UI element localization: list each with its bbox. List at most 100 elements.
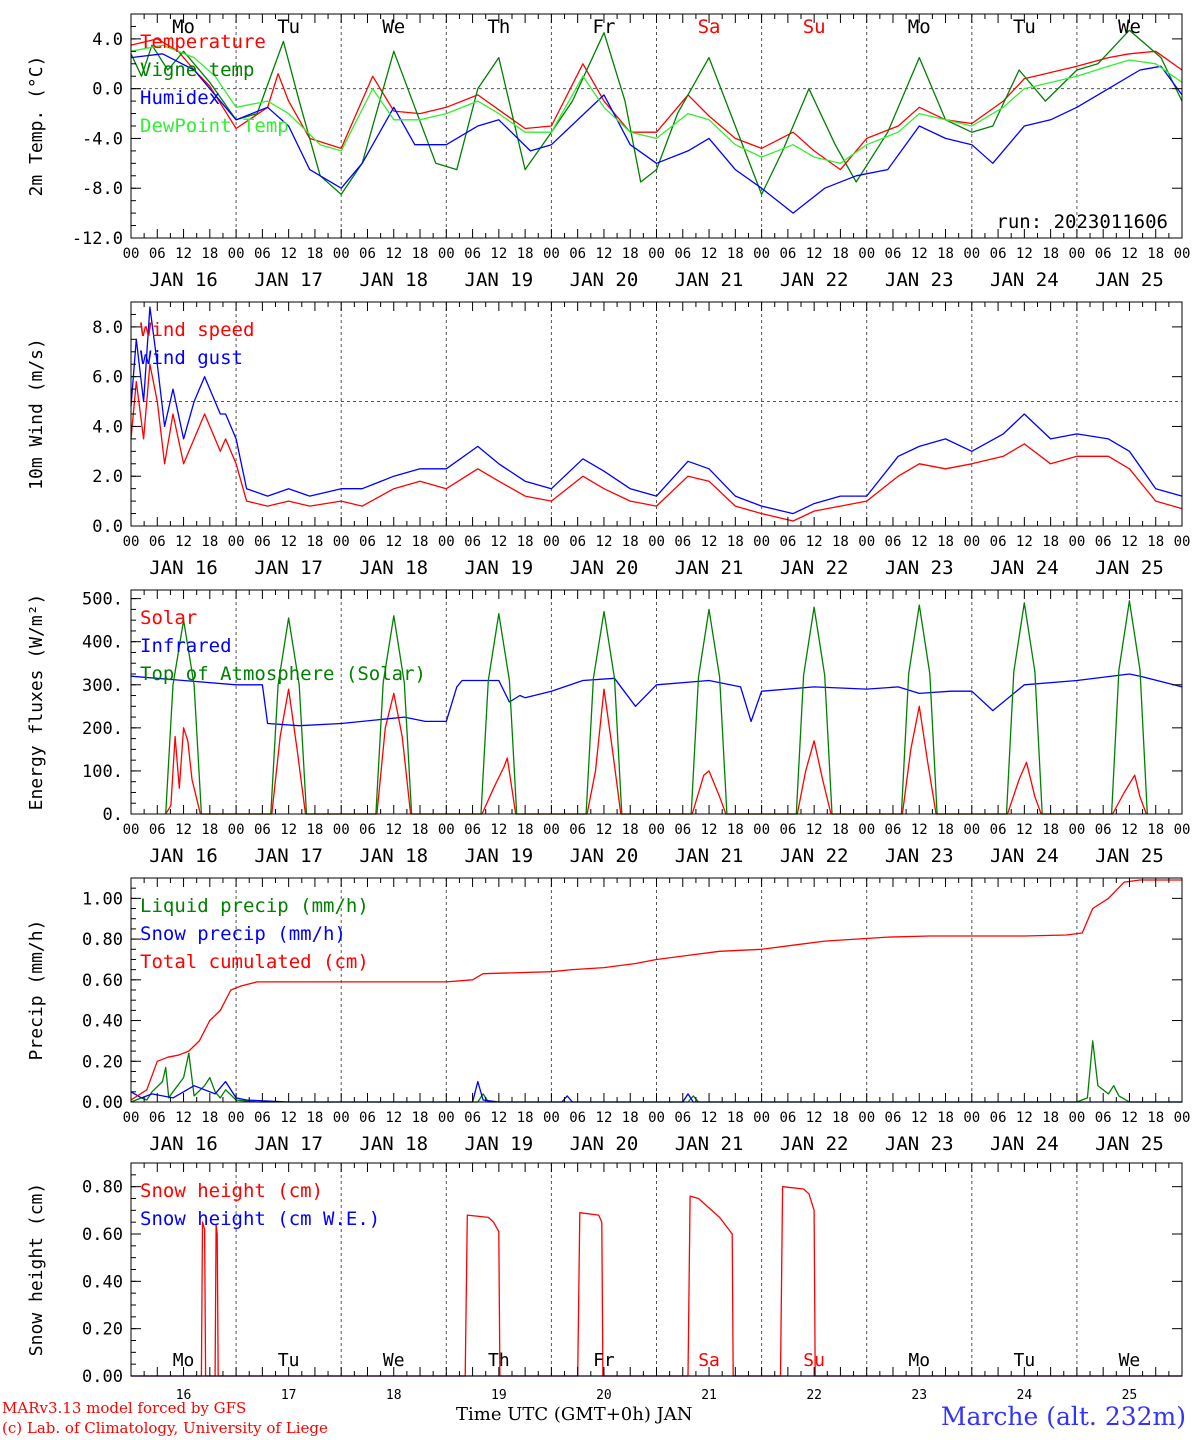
hour-tick-label: 12 [806, 534, 823, 550]
y-axis-label: Precip (mm/h) [26, 920, 47, 1061]
y-axis-label: Snow height (cm) [26, 1183, 47, 1356]
hour-tick-label: 18 [306, 1110, 323, 1126]
hour-tick-label: 18 [412, 534, 429, 550]
hour-tick-label: 06 [779, 822, 796, 838]
y-tick-label: 0.40 [82, 1012, 123, 1032]
hour-tick-label: 00 [753, 246, 770, 262]
hour-tick-label: 12 [1016, 1110, 1033, 1126]
legend-entry: Vigne temp [140, 59, 254, 81]
hour-tick-label: 12 [175, 246, 192, 262]
weekday-label-bottom: Sa [698, 1350, 720, 1371]
y-tick-label: 0.80 [82, 1178, 123, 1198]
weekday-label: Tu [277, 16, 300, 38]
hour-tick-label: 00 [123, 534, 140, 550]
hour-tick-label: 06 [1095, 822, 1112, 838]
hour-tick-label: 06 [885, 246, 902, 262]
day-number-label: 24 [1017, 1388, 1033, 1403]
hour-tick-label: 18 [832, 822, 849, 838]
run-label: run: 2023011606 [996, 211, 1168, 233]
hour-tick-label: 00 [858, 246, 875, 262]
hour-tick-label: 18 [1147, 822, 1164, 838]
date-label: JAN 24 [990, 845, 1059, 867]
hour-tick-label: 12 [490, 246, 507, 262]
date-label: JAN 19 [465, 1133, 534, 1155]
y-tick-label: 500. [82, 590, 123, 610]
day-number-label: 16 [176, 1388, 192, 1403]
hour-tick-label: 12 [490, 822, 507, 838]
hour-tick-label: 00 [1068, 1110, 1085, 1126]
weekday-label: Fr [593, 16, 616, 38]
y-axis-label: Energy fluxes (W/m²) [26, 594, 47, 811]
legend-entry: Humidex [140, 87, 220, 109]
date-label: JAN 25 [1095, 845, 1164, 867]
legend-entry: Wind gust [140, 347, 243, 369]
date-label: JAN 22 [780, 845, 849, 867]
hour-tick-label: 06 [359, 534, 376, 550]
hour-tick-label: 00 [228, 534, 245, 550]
hour-tick-label: 12 [806, 1110, 823, 1126]
hour-tick-label: 06 [885, 822, 902, 838]
hour-tick-label: 06 [569, 822, 586, 838]
hour-tick-label: 00 [543, 1110, 560, 1126]
series-line-temperature [130, 38, 1183, 171]
hour-tick-label: 00 [438, 534, 455, 550]
y-tick-label: 0.20 [82, 1052, 123, 1072]
hour-tick-label: 18 [201, 534, 218, 550]
hour-tick-label: 18 [937, 534, 954, 550]
hour-tick-label: 12 [701, 1110, 718, 1126]
date-label: JAN 21 [675, 557, 744, 579]
hour-tick-label: 18 [1147, 1110, 1164, 1126]
credit-line-lab: (c) Lab. of Climatology, University of L… [2, 1419, 328, 1437]
y-tick-label: -8.0 [82, 179, 123, 199]
y-tick-label: 200. [82, 719, 123, 739]
weekday-label-bottom: Tu [278, 1350, 300, 1371]
hour-tick-label: 06 [885, 1110, 902, 1126]
hour-tick-label: 18 [937, 246, 954, 262]
hour-tick-label: 18 [201, 246, 218, 262]
date-label: JAN 18 [359, 1133, 428, 1155]
hour-tick-label: 18 [622, 1110, 639, 1126]
legend-entry: DewPoint Temp [140, 115, 289, 137]
hour-tick-label: 06 [779, 246, 796, 262]
y-tick-label: 0.0 [92, 517, 123, 537]
hour-tick-label: 12 [701, 534, 718, 550]
date-label: JAN 23 [885, 1133, 954, 1155]
y-tick-label: 100. [82, 762, 123, 782]
series-line-wind-speed [130, 363, 1183, 522]
hour-tick-label: 12 [596, 1110, 613, 1126]
hour-tick-label: 06 [1095, 246, 1112, 262]
hour-tick-label: 06 [779, 534, 796, 550]
hour-tick-label: 18 [306, 246, 323, 262]
y-tick-label: 400. [82, 633, 123, 653]
date-label: JAN 23 [885, 557, 954, 579]
weekday-label-bottom: Su [803, 1350, 825, 1371]
hour-tick-label: 00 [648, 1110, 665, 1126]
hour-tick-label: 06 [464, 246, 481, 262]
hour-tick-label: 12 [175, 534, 192, 550]
date-label: JAN 17 [254, 1133, 323, 1155]
hour-tick-label: 12 [701, 822, 718, 838]
y-tick-label: 0.00 [82, 1093, 123, 1113]
y-tick-label: 0.40 [82, 1272, 123, 1292]
hour-tick-label: 00 [1068, 822, 1085, 838]
date-label: JAN 21 [675, 269, 744, 291]
series-line-humidex [130, 53, 1183, 214]
y-tick-label: -12.0 [72, 229, 123, 249]
date-label: JAN 22 [780, 269, 849, 291]
y-tick-label: 8.0 [92, 318, 123, 338]
date-label: JAN 24 [990, 557, 1059, 579]
date-label: JAN 23 [885, 269, 954, 291]
hour-tick-label: 06 [674, 246, 691, 262]
credits: MARv3.13 model forced by GFS (c) Lab. of… [2, 1398, 328, 1438]
hour-tick-label: 00 [123, 246, 140, 262]
hour-tick-label: 06 [149, 246, 166, 262]
date-label: JAN 20 [570, 557, 639, 579]
hour-tick-label: 00 [963, 822, 980, 838]
hour-tick-label: 06 [359, 246, 376, 262]
hour-tick-label: 12 [596, 822, 613, 838]
hour-tick-label: 06 [464, 534, 481, 550]
series-line-vigne-temp [130, 29, 1183, 196]
hour-tick-label: 00 [543, 822, 560, 838]
hour-tick-label: 00 [228, 822, 245, 838]
y-axis-label: 2m Temp. (°C) [26, 56, 47, 197]
